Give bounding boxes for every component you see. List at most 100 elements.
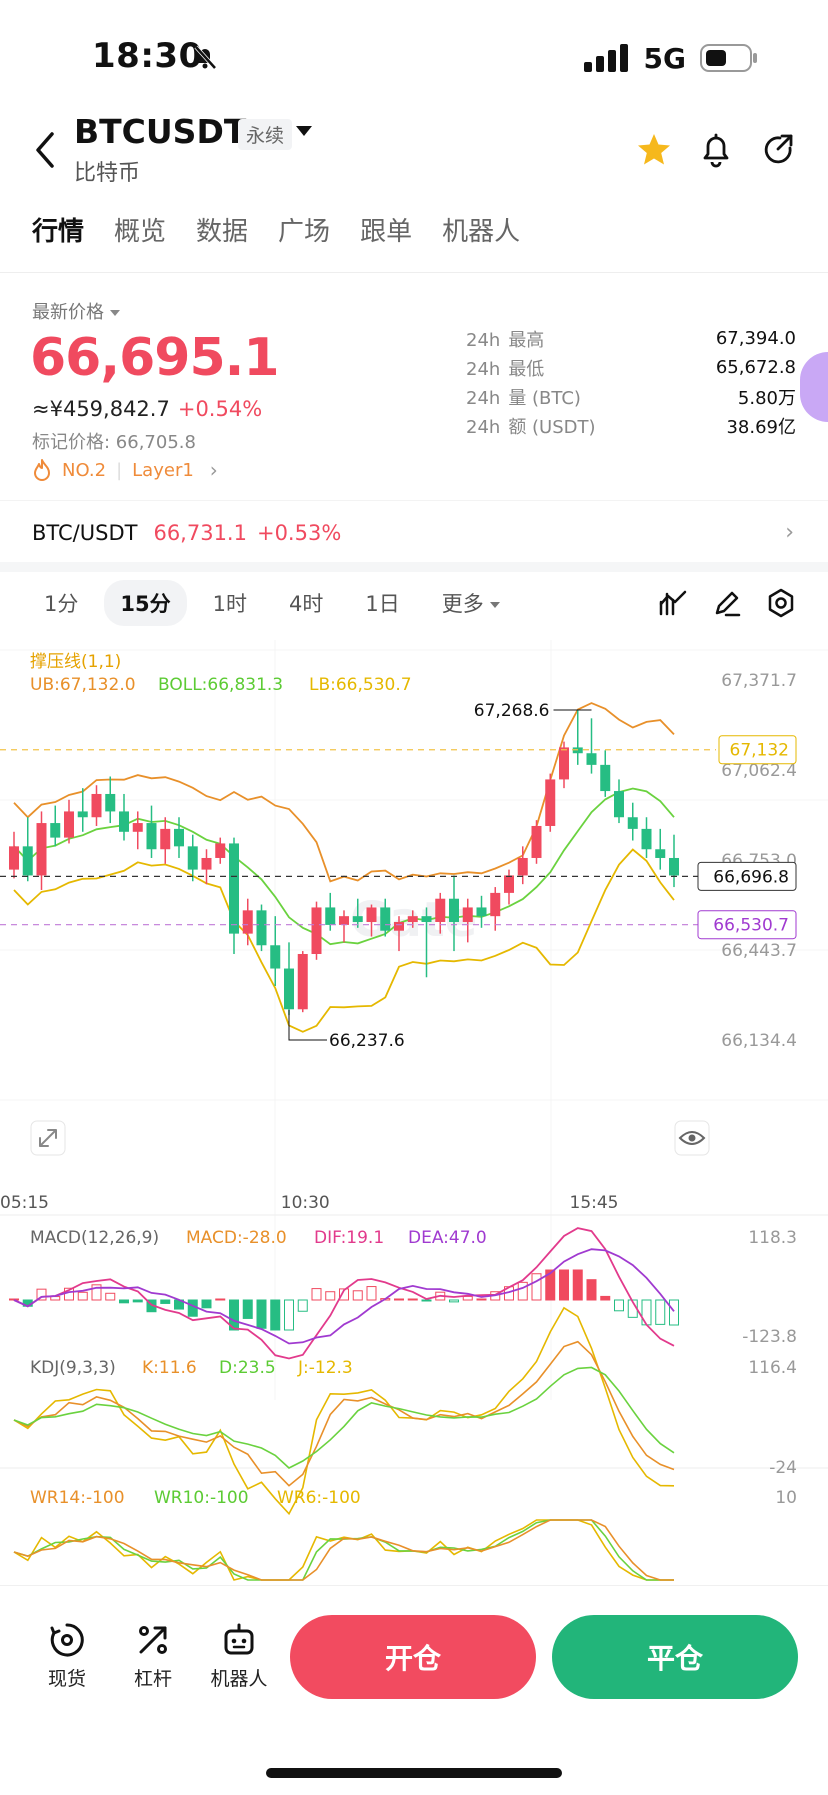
tab-overview[interactable]: 概览 <box>114 217 167 247</box>
stat-label: 最高 <box>508 329 545 351</box>
flame-icon <box>34 459 50 481</box>
candle-body <box>105 793 116 812</box>
candle-body <box>462 907 473 922</box>
spot-market-row[interactable]: BTC/USDT 66,731.1 +0.53% › <box>32 520 794 545</box>
macd-bar <box>545 1269 556 1301</box>
pair-subtitle: 比特币 <box>74 161 141 186</box>
macd-bar <box>531 1273 542 1301</box>
pair-title[interactable]: BTCUSDT <box>74 112 247 151</box>
floating-assistant-bubble[interactable] <box>800 352 828 422</box>
candle <box>105 776 116 824</box>
legend-ub: UB:67,132.0 <box>30 675 136 695</box>
candle-body <box>229 843 239 934</box>
kline-chart[interactable]: Gate 撑压线(1,1) UB:67,132.0 BOLL:66,831.3 … <box>0 640 828 1585</box>
candle <box>627 802 638 841</box>
stat-period: 24h <box>466 358 501 380</box>
stat-period: 24h <box>466 416 501 438</box>
nav-margin[interactable]: 杠杆 <box>108 1622 198 1691</box>
kdj-bottom: -24 <box>769 1458 797 1478</box>
candle <box>504 869 514 905</box>
candle <box>311 901 322 960</box>
tab-data[interactable]: 数据 <box>196 217 249 247</box>
macd-bar <box>407 1298 418 1301</box>
candle <box>449 875 459 952</box>
candle-body <box>545 779 556 826</box>
y-tick-label: 66,134.4 <box>721 1031 797 1051</box>
tab-market[interactable]: 行情 <box>32 217 85 247</box>
latest-price-label[interactable]: 最新价格 <box>32 298 120 324</box>
timeframe-more[interactable]: 更多 <box>426 580 516 626</box>
indicator-title: 撑压线(1,1) <box>30 652 121 672</box>
candle <box>435 892 446 934</box>
battery-icon <box>700 44 757 72</box>
favorite-star-icon[interactable] <box>636 132 672 168</box>
bell-muted-icon <box>194 45 217 70</box>
back-icon[interactable] <box>28 130 64 170</box>
close-position-button[interactable]: 平仓 <box>552 1615 798 1699</box>
kdj-k: K:11.6 <box>142 1358 197 1378</box>
candle <box>421 907 432 978</box>
candle-body <box>201 857 212 870</box>
notification-bell-icon[interactable] <box>698 132 734 168</box>
stat-label: 最低 <box>508 358 545 380</box>
eye-icon[interactable] <box>674 1120 710 1156</box>
candle-body <box>77 811 88 818</box>
macd-bar <box>242 1299 253 1319</box>
macd-bar <box>366 1286 377 1301</box>
kdj-j: J:-12.3 <box>297 1358 353 1378</box>
timeframe-1m[interactable]: 1分 <box>44 592 79 616</box>
draw-pencil-icon[interactable] <box>712 588 742 618</box>
macd-bar <box>352 1290 363 1301</box>
macd-bar <box>77 1291 88 1301</box>
macd-bar <box>201 1299 212 1309</box>
legend-boll: BOLL:66,831.3 <box>158 675 283 695</box>
tab-copy-trading[interactable]: 跟单 <box>360 217 413 247</box>
candle <box>517 846 528 885</box>
perpetual-badge: 永续 <box>238 119 293 150</box>
x-tick-label: 15:45 <box>570 1193 619 1213</box>
fullscreen-button[interactable] <box>30 1120 66 1156</box>
chart-settings-icon[interactable] <box>766 588 796 618</box>
macd-bar <box>9 1298 19 1301</box>
extreme-marks: 67,268.6 66,237.6 <box>288 701 592 1051</box>
indicator-icon[interactable] <box>658 588 688 618</box>
timeframe-1d[interactable]: 1日 <box>365 592 400 616</box>
candle-body <box>614 791 624 818</box>
share-icon[interactable] <box>760 132 796 168</box>
tab-bots[interactable]: 机器人 <box>442 217 521 247</box>
kdj-top: 116.4 <box>748 1358 797 1378</box>
open-position-button[interactable]: 开仓 <box>290 1615 536 1699</box>
macd-bar <box>572 1269 583 1301</box>
macd-bar <box>132 1299 143 1303</box>
rank-row[interactable]: NO.2 | Layer1 › <box>32 458 218 482</box>
y-tick-label: 66,443.7 <box>721 941 797 961</box>
candle-body <box>132 823 143 832</box>
macd-value: MACD:-28.0 <box>186 1228 287 1248</box>
stat-period: 24h <box>466 387 501 409</box>
nav-spot[interactable]: 现货 <box>22 1622 112 1691</box>
candle-body <box>352 916 363 922</box>
low-mark-label: 66,237.6 <box>329 1031 405 1051</box>
timeframe-15m[interactable]: 15分 <box>104 580 187 626</box>
macd-bar <box>105 1292 116 1301</box>
tab-square[interactable]: 广场 <box>278 217 331 247</box>
candle-body <box>270 945 281 969</box>
candle <box>559 741 569 789</box>
timeframe-4h[interactable]: 4时 <box>288 592 324 616</box>
latest-price-caret-icon <box>110 310 120 316</box>
candle <box>394 916 404 952</box>
stats-24h: 24h 最高 67,394.0 24h 最低 65,672.8 24h 量 (BTC) 5.… <box>466 324 796 440</box>
macd-bar <box>421 1299 432 1302</box>
leverage-icon <box>139 1626 167 1654</box>
tabs-divider <box>0 272 828 273</box>
rank-label: NO.2 <box>62 459 107 481</box>
macd-bar <box>600 1295 611 1301</box>
current-price-label: 66,696.8 <box>713 867 789 887</box>
timeframe-1h[interactable]: 1时 <box>212 592 247 616</box>
candle <box>366 904 377 937</box>
candle <box>77 788 88 832</box>
candle-body <box>325 907 336 925</box>
nav-bots[interactable]: 机器人 <box>194 1622 284 1691</box>
pair-dropdown-caret-icon[interactable] <box>296 126 312 136</box>
legend-lb: LB:66,530.7 <box>309 675 412 695</box>
